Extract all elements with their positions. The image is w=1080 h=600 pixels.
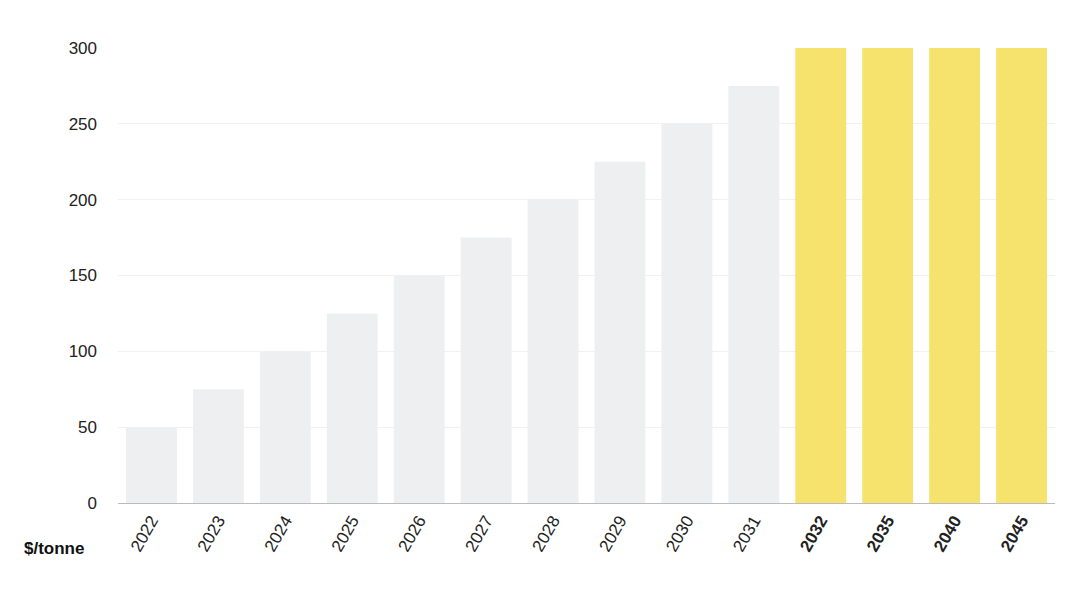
svg-text:2045: 2045 bbox=[997, 513, 1032, 555]
svg-text:2025: 2025 bbox=[328, 513, 363, 555]
svg-text:2027: 2027 bbox=[462, 513, 497, 555]
svg-text:150: 150 bbox=[69, 266, 97, 285]
svg-text:2040: 2040 bbox=[930, 513, 965, 555]
svg-text:$/tonne: $/tonne bbox=[24, 539, 84, 558]
svg-text:100: 100 bbox=[69, 342, 97, 361]
svg-text:2024: 2024 bbox=[261, 513, 296, 555]
svg-text:2035: 2035 bbox=[863, 513, 898, 555]
svg-text:2032: 2032 bbox=[796, 513, 831, 555]
svg-text:2030: 2030 bbox=[662, 513, 697, 555]
svg-text:2026: 2026 bbox=[395, 513, 430, 555]
svg-text:300: 300 bbox=[69, 39, 97, 58]
svg-text:2029: 2029 bbox=[595, 513, 630, 555]
svg-text:250: 250 bbox=[69, 115, 97, 134]
svg-text:2023: 2023 bbox=[194, 513, 229, 555]
svg-text:2022: 2022 bbox=[127, 513, 162, 555]
svg-text:2028: 2028 bbox=[528, 513, 563, 555]
svg-text:50: 50 bbox=[78, 418, 97, 437]
svg-text:200: 200 bbox=[69, 191, 97, 210]
svg-text:2031: 2031 bbox=[729, 513, 764, 555]
svg-text:0: 0 bbox=[88, 494, 97, 513]
